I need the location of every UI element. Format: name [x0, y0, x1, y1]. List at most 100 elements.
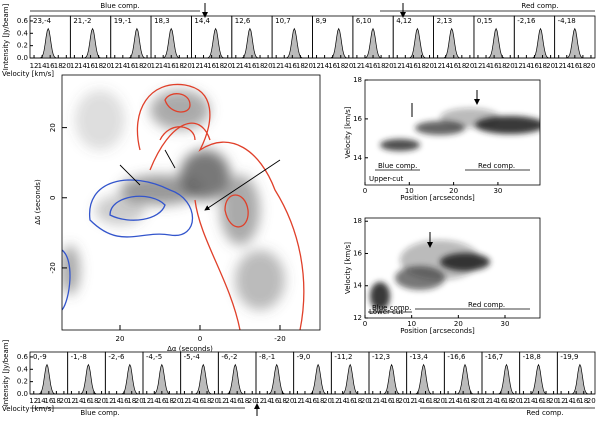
x-tick-label: 18 [417, 62, 426, 70]
annotation: Red comp. [521, 2, 558, 10]
spectrum [30, 27, 71, 59]
x-tick-label: 12 [110, 62, 119, 70]
panel-label: -4,18 [558, 17, 576, 25]
x-axis-label: Position [arcseconds] [400, 194, 475, 202]
spectrum [514, 27, 555, 59]
x-tick-label: 20 [425, 62, 434, 70]
x-tick-label: 18 [240, 397, 249, 405]
x-tick-label: 14 [361, 62, 370, 70]
x-tick-label: 18 [175, 62, 184, 70]
x-tick-label: 10 [407, 320, 416, 328]
x-tick-label: 20 [102, 62, 111, 70]
x-tick-label: 14 [188, 397, 197, 405]
cut-label: Upper-cut [369, 175, 404, 183]
lower-cut-image [370, 232, 490, 310]
x-tick-label: 20 [549, 397, 558, 405]
x-tick-label: 20 [97, 397, 106, 405]
panel-label: 12,6 [235, 17, 251, 25]
spectrum [180, 363, 219, 395]
x-tick-label: 20 [398, 397, 407, 405]
spectrum [105, 363, 143, 395]
x-tick-label: 16 [308, 397, 317, 405]
x-tick-label: 12 [331, 397, 340, 405]
x-tick-label: 14 [489, 397, 498, 405]
x-tick-label: 14 [37, 397, 46, 405]
x-tick-label: 16 [346, 397, 355, 405]
x-tick-label: 16 [328, 62, 337, 70]
x-tick-label: 20 [465, 62, 474, 70]
x-tick-label: 14 [150, 397, 159, 405]
x-tick-label: 16 [288, 62, 297, 70]
x-tick-label: 12 [433, 62, 442, 70]
x-tick-label: 20 [285, 397, 294, 405]
x-tick-label: 20 [143, 62, 152, 70]
panel-label: -18,8 [523, 353, 541, 361]
x-tick-label: 16 [449, 62, 458, 70]
y-tick-label: 20 [49, 123, 57, 132]
y-tick-label: 16 [353, 115, 362, 123]
x-tick-label: 16 [270, 397, 279, 405]
x-tick-label: 18 [578, 62, 587, 70]
x-tick-label: 12 [519, 397, 528, 405]
y-tick-label: 0.0 [17, 54, 28, 62]
x-tick-label: 18 [90, 397, 99, 405]
x-tick-label: 12 [218, 397, 227, 405]
x-tick-label: 18 [542, 397, 551, 405]
y-tick-label: 0.4 [17, 365, 29, 373]
x-tick-label: 16 [570, 62, 579, 70]
cut-frame [364, 79, 541, 186]
spectrum [110, 27, 152, 59]
x-tick-label: 12 [481, 397, 490, 405]
x-axis-label: Position [arcseconds] [400, 327, 475, 335]
x-tick-label: 18 [391, 397, 400, 405]
y-tick-label: -20 [49, 262, 57, 273]
x-tick-label: -20 [274, 335, 285, 343]
panel-label: -13,4 [410, 353, 429, 361]
annotation: Red comp. [478, 162, 515, 170]
x-tick-label: 16 [409, 62, 418, 70]
spectrum [191, 27, 232, 59]
x-tick-label: 16 [233, 397, 242, 405]
spectrum [143, 363, 181, 395]
x-tick-label: 16 [383, 397, 392, 405]
x-tick-label: 14 [401, 62, 410, 70]
x-tick-label: 20 [385, 62, 394, 70]
panel-label: 18,3 [154, 17, 170, 25]
y-axis-label: Velocity [km/s] [344, 242, 352, 294]
panel-label: -4,-5 [146, 353, 162, 361]
x-tick-label: 12 [514, 62, 523, 70]
annotation: Red comp. [468, 301, 505, 309]
x-tick-label: 14 [112, 397, 121, 405]
x-tick-label: 20 [172, 397, 181, 405]
x-tick-label: 16 [44, 397, 53, 405]
x-axis-label: Velocity [km/s] [2, 405, 54, 413]
x-tick-label: 14 [320, 62, 329, 70]
x-tick-label: 12 [554, 62, 563, 70]
x-tick-label: 18 [135, 62, 144, 70]
x-tick-label: 14 [78, 62, 87, 70]
x-tick-label: 18 [504, 397, 513, 405]
x-tick-label: 14 [564, 397, 573, 405]
x-tick-label: 20 [223, 62, 232, 70]
x-tick-label: 12 [231, 62, 240, 70]
y-tick-label: 12 [353, 314, 362, 322]
panel-label: -2,-6 [108, 353, 125, 361]
x-tick-label: 16 [120, 397, 129, 405]
panel-label: 8,9 [316, 17, 327, 25]
spectrum [272, 27, 313, 59]
x-tick-label: 20 [62, 62, 71, 70]
panel-label: 19,-1 [114, 17, 132, 25]
x-tick-label: 20 [116, 335, 125, 343]
x-tick-label: 30 [501, 320, 510, 328]
x-tick-label: 18 [278, 397, 287, 405]
x-tick-label: 18 [353, 397, 362, 405]
x-tick-label: 14 [522, 62, 531, 70]
spectrum [231, 27, 273, 59]
x-tick-label: 18 [215, 62, 224, 70]
annotation: Red comp. [526, 409, 563, 417]
x-tick-label: 20 [210, 397, 219, 405]
x-tick-label: 14 [225, 397, 234, 405]
x-tick-label: 20 [304, 62, 313, 70]
y-tick-label: 0.4 [17, 29, 29, 37]
x-tick-label: 18 [54, 62, 63, 70]
